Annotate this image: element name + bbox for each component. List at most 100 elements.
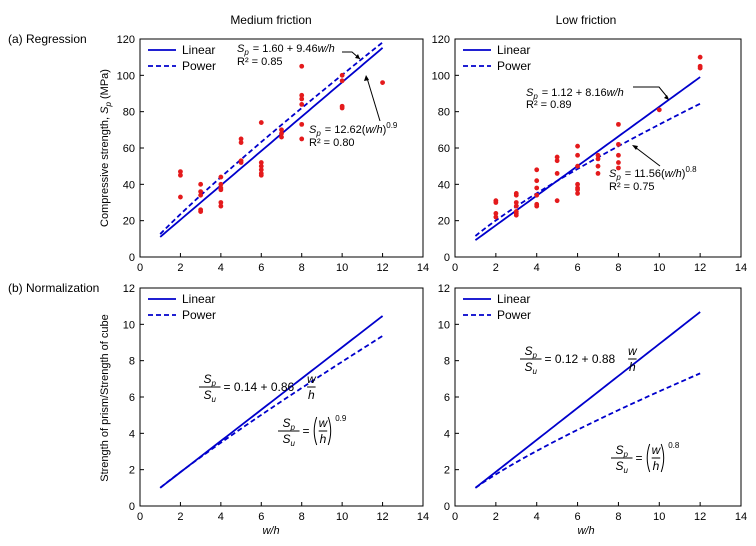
data-point: [616, 141, 621, 147]
annotation-arrow-power: [366, 77, 381, 122]
data-point: [218, 174, 224, 180]
data-point: [299, 63, 305, 69]
data-point: [534, 203, 540, 209]
normalization-linear-eq-wh-num: w: [628, 344, 638, 358]
panel-regression-medium: 0 2 4 6 8 10 12 14 0 20 40 60 80 100 120 Linear Power Sp …: [117, 34, 429, 274]
normalization-power-eq-paren-right: [660, 443, 665, 473]
series-line-linear: [474, 311, 701, 489]
data-point: [575, 187, 580, 193]
y-tick-label: 10: [123, 319, 135, 331]
arrow-head: [632, 145, 638, 150]
normalization-power-eq-wh-num: w: [319, 416, 329, 430]
y-tick-label: 4: [129, 428, 135, 440]
x-tick-label: 8: [299, 511, 305, 523]
y-tick-label: 120: [432, 34, 450, 46]
arrow-head: [364, 75, 369, 81]
data-point: [238, 160, 244, 165]
data-point: [616, 160, 621, 165]
normalization-power-eq-rhs: =: [303, 424, 310, 438]
data-point: [554, 171, 560, 176]
data-point: [198, 209, 204, 214]
data-point: [198, 189, 204, 195]
data-point: [616, 152, 621, 158]
normalization-linear-eq-lhs-num: Sp: [525, 344, 538, 360]
data-point: [493, 211, 499, 216]
data-point: [218, 200, 224, 205]
normalization-power-eq-wh-den: h: [653, 459, 660, 473]
row-label-regression: (a) Regression: [8, 32, 87, 46]
series-line-linear: [159, 315, 384, 489]
data-point: [595, 163, 601, 169]
x-tick-label: 8: [299, 262, 305, 274]
normalization-power-eq-rhs: =: [636, 451, 643, 465]
series-line-linear: [159, 47, 384, 238]
arrow-head: [664, 95, 669, 100]
normalization-linear-eq-wh-num: w: [307, 372, 317, 386]
x-tick-label: 10: [653, 262, 665, 274]
data-point: [554, 154, 560, 160]
legend-label-linear: Linear: [497, 43, 530, 57]
data-point: [575, 152, 580, 158]
legend-label-linear: Linear: [182, 292, 215, 306]
x-tick-label: 10: [653, 511, 665, 523]
x-tick-label: 0: [452, 262, 458, 274]
r2-linear-text: R² = 0.85: [237, 56, 283, 68]
data-point: [656, 107, 662, 113]
data-point: [595, 156, 601, 162]
x-tick-label: 4: [534, 511, 540, 523]
x-tick-label: 0: [452, 511, 458, 523]
equation-linear-text: Sp = 1.60 + 9.46w/h: [237, 43, 335, 57]
y-tick-label: 8: [444, 356, 450, 368]
x-tick-label: 12: [694, 262, 706, 274]
y-tick-label: 12: [438, 283, 450, 295]
data-point: [299, 92, 305, 98]
y-tick-label: 6: [444, 392, 450, 404]
series-line-power: [474, 372, 701, 489]
x-tick-label: 6: [258, 511, 264, 523]
x-tick-label: 14: [735, 511, 747, 523]
normalization-power-eq-lhs-den: Su: [616, 459, 629, 475]
data-point: [218, 181, 224, 187]
data-point: [279, 134, 284, 140]
data-point: [178, 172, 183, 178]
x-tick-label: 0: [137, 262, 143, 274]
legend-label-power: Power: [182, 59, 216, 73]
panel-regression-low: 0 2 4 6 8 10 12 14 0 20 40 60 80 100 120 Linear Power Sp …: [432, 34, 747, 274]
data-point: [513, 192, 519, 198]
y-tick-label: 60: [438, 143, 450, 155]
data-point: [339, 72, 345, 78]
data-point: [534, 178, 540, 184]
data-point: [299, 102, 305, 107]
series-line-power: [474, 102, 701, 237]
y-tick-label: 120: [117, 34, 135, 46]
x-tick-label: 6: [258, 262, 264, 274]
x-tick-label: 2: [177, 262, 183, 274]
data-point: [238, 136, 244, 142]
data-point: [554, 198, 560, 204]
data-point: [299, 136, 305, 142]
series-line-linear: [474, 76, 701, 241]
y-tick-label: 0: [129, 501, 135, 513]
data-point: [616, 165, 621, 171]
y-tick-label: 60: [123, 143, 135, 155]
data-point: [513, 203, 519, 209]
data-point: [534, 167, 540, 173]
data-point: [279, 127, 284, 133]
normalization-linear-eq-rhs: = 0.12 + 0.88: [545, 352, 616, 366]
x-tick-label: 8: [615, 262, 621, 274]
data-point: [697, 54, 703, 60]
col-title-low: Low friction: [556, 13, 617, 27]
r2-power-text: R² = 0.75: [609, 181, 655, 193]
data-point: [575, 181, 580, 187]
data-point: [258, 172, 264, 178]
data-point: [198, 192, 204, 198]
x-tick-label: 2: [493, 262, 499, 274]
normalization-linear-eq-wh-den: h: [629, 360, 636, 374]
data-point: [595, 171, 601, 176]
normalization-power-eq-exponent: 0.9: [335, 414, 347, 423]
y-tick-label: 80: [123, 107, 135, 119]
y-tick-label: 0: [444, 501, 450, 513]
data-point: [299, 121, 305, 127]
y-tick-label: 40: [123, 179, 135, 191]
